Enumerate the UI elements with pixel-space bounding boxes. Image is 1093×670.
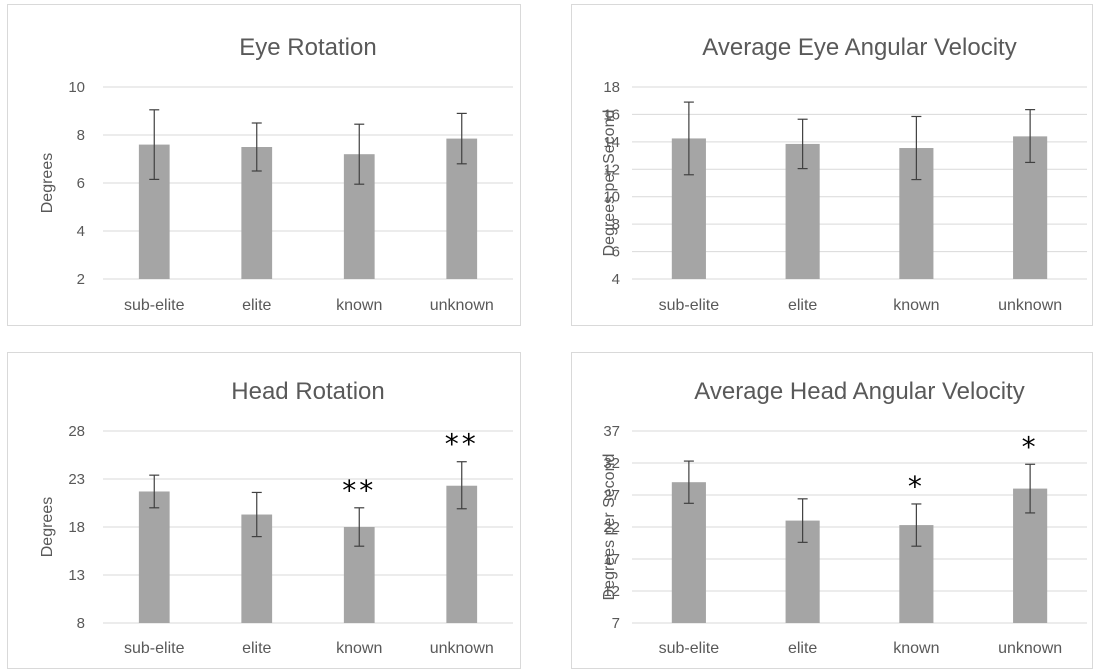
- chart-title-head-angular-velocity: Average Head Angular Velocity: [694, 378, 1024, 405]
- chart-svg-0: Eye Rotation 2 4 6 8 10 Degrees sub-elite elite k…: [39, 34, 513, 314]
- y-axis-label-head-angular-velocity: Degrees per Second: [601, 454, 618, 601]
- y-tick-label-eye-angular-velocity-6: 16: [603, 106, 620, 123]
- y-tick-label-head-rotation-0: 8: [77, 615, 85, 632]
- chart-panel-eye-angular-velocity: Average Eye Angular Velocity 4 6 8 10 12 14 16 1…: [571, 4, 1093, 326]
- bar-head-rotation-0: [138, 491, 170, 623]
- significance-marker-head-angular-velocity-2: *: [908, 470, 925, 503]
- y-axis-label-eye-angular-velocity: Degrees per Second: [601, 110, 618, 257]
- chart-title-eye-rotation: Eye Rotation: [239, 34, 376, 61]
- y-axis-label-head-rotation: Degrees: [39, 497, 56, 557]
- chart-panel-head-angular-velocity: Average Head Angular Velocity 7 12 17 22 27 32…: [571, 352, 1093, 669]
- y-tick-label-eye-angular-velocity-4: 12: [603, 161, 620, 178]
- significance-marker-head-rotation-2: **: [342, 474, 376, 507]
- y-tick-label-eye-rotation-4: 10: [68, 79, 85, 96]
- category-label-eye-angular-velocity-3: unknown: [998, 297, 1062, 314]
- y-tick-label-head-rotation-1: 13: [68, 567, 85, 584]
- y-tick-label-head-angular-velocity-5: 32: [603, 455, 620, 472]
- y-tick-label-eye-angular-velocity-5: 14: [603, 134, 620, 151]
- y-tick-label-head-rotation-3: 23: [68, 471, 85, 488]
- category-label-eye-rotation-1: elite: [242, 297, 271, 314]
- y-tick-label-head-rotation-4: 28: [68, 423, 85, 440]
- y-tick-label-eye-rotation-1: 4: [77, 223, 85, 240]
- chart-panel-head-rotation: Head Rotation 8 13 18 23 28 Degrees sub-elite el…: [7, 352, 521, 669]
- y-tick-label-head-angular-velocity-2: 17: [603, 551, 620, 568]
- category-label-head-angular-velocity-3: unknown: [998, 640, 1062, 657]
- chart-svg-3: Average Head Angular Velocity 7 12 17 22 27 32…: [601, 378, 1087, 657]
- category-label-head-rotation-0: sub-elite: [124, 640, 185, 657]
- y-tick-label-head-rotation-2: 18: [68, 519, 85, 536]
- category-label-eye-angular-velocity-2: known: [893, 297, 939, 314]
- y-tick-label-head-angular-velocity-4: 27: [603, 487, 620, 504]
- category-label-eye-rotation-3: unknown: [430, 297, 494, 314]
- chart-title-head-rotation: Head Rotation: [231, 378, 384, 405]
- chart-svg-1: Average Eye Angular Velocity 4 6 8 10 12 14 16 1…: [601, 34, 1087, 314]
- y-tick-label-head-angular-velocity-1: 12: [603, 583, 620, 600]
- y-tick-label-eye-rotation-0: 2: [77, 271, 85, 288]
- category-label-head-angular-velocity-2: known: [893, 640, 939, 657]
- category-label-head-angular-velocity-0: sub-elite: [659, 640, 720, 657]
- y-tick-label-eye-angular-velocity-7: 18: [603, 79, 620, 96]
- category-label-eye-rotation-2: known: [336, 297, 382, 314]
- y-axis-label-eye-rotation: Degrees: [39, 153, 56, 213]
- y-tick-label-eye-rotation-2: 6: [77, 175, 85, 192]
- y-tick-label-eye-angular-velocity-1: 6: [612, 244, 620, 261]
- y-tick-label-eye-angular-velocity-0: 4: [612, 271, 620, 288]
- y-tick-label-eye-angular-velocity-3: 10: [603, 189, 620, 206]
- bar-head-angular-velocity-0: [671, 482, 706, 623]
- chart-panel-eye-rotation: Eye Rotation 2 4 6 8 10 Degrees sub-elite elite k…: [7, 4, 521, 326]
- significance-marker-head-rotation-3: **: [445, 428, 479, 461]
- y-tick-label-head-angular-velocity-6: 37: [603, 423, 620, 440]
- category-label-head-angular-velocity-1: elite: [788, 640, 817, 657]
- y-tick-label-head-angular-velocity-3: 22: [603, 519, 620, 536]
- significance-marker-head-angular-velocity-3: *: [1022, 430, 1039, 463]
- chart-title-eye-angular-velocity: Average Eye Angular Velocity: [702, 34, 1016, 61]
- category-label-eye-rotation-0: sub-elite: [124, 297, 185, 314]
- category-label-head-rotation-2: known: [336, 640, 382, 657]
- category-label-head-rotation-3: unknown: [430, 640, 494, 657]
- y-tick-label-eye-angular-velocity-2: 8: [612, 216, 620, 233]
- category-label-eye-angular-velocity-0: sub-elite: [659, 297, 720, 314]
- category-label-head-rotation-1: elite: [242, 640, 271, 657]
- y-tick-label-head-angular-velocity-0: 7: [612, 615, 620, 632]
- chart-svg-2: Head Rotation 8 13 18 23 28 Degrees sub-elite el…: [39, 378, 513, 657]
- y-tick-label-eye-rotation-3: 8: [77, 127, 85, 144]
- category-label-eye-angular-velocity-1: elite: [788, 297, 817, 314]
